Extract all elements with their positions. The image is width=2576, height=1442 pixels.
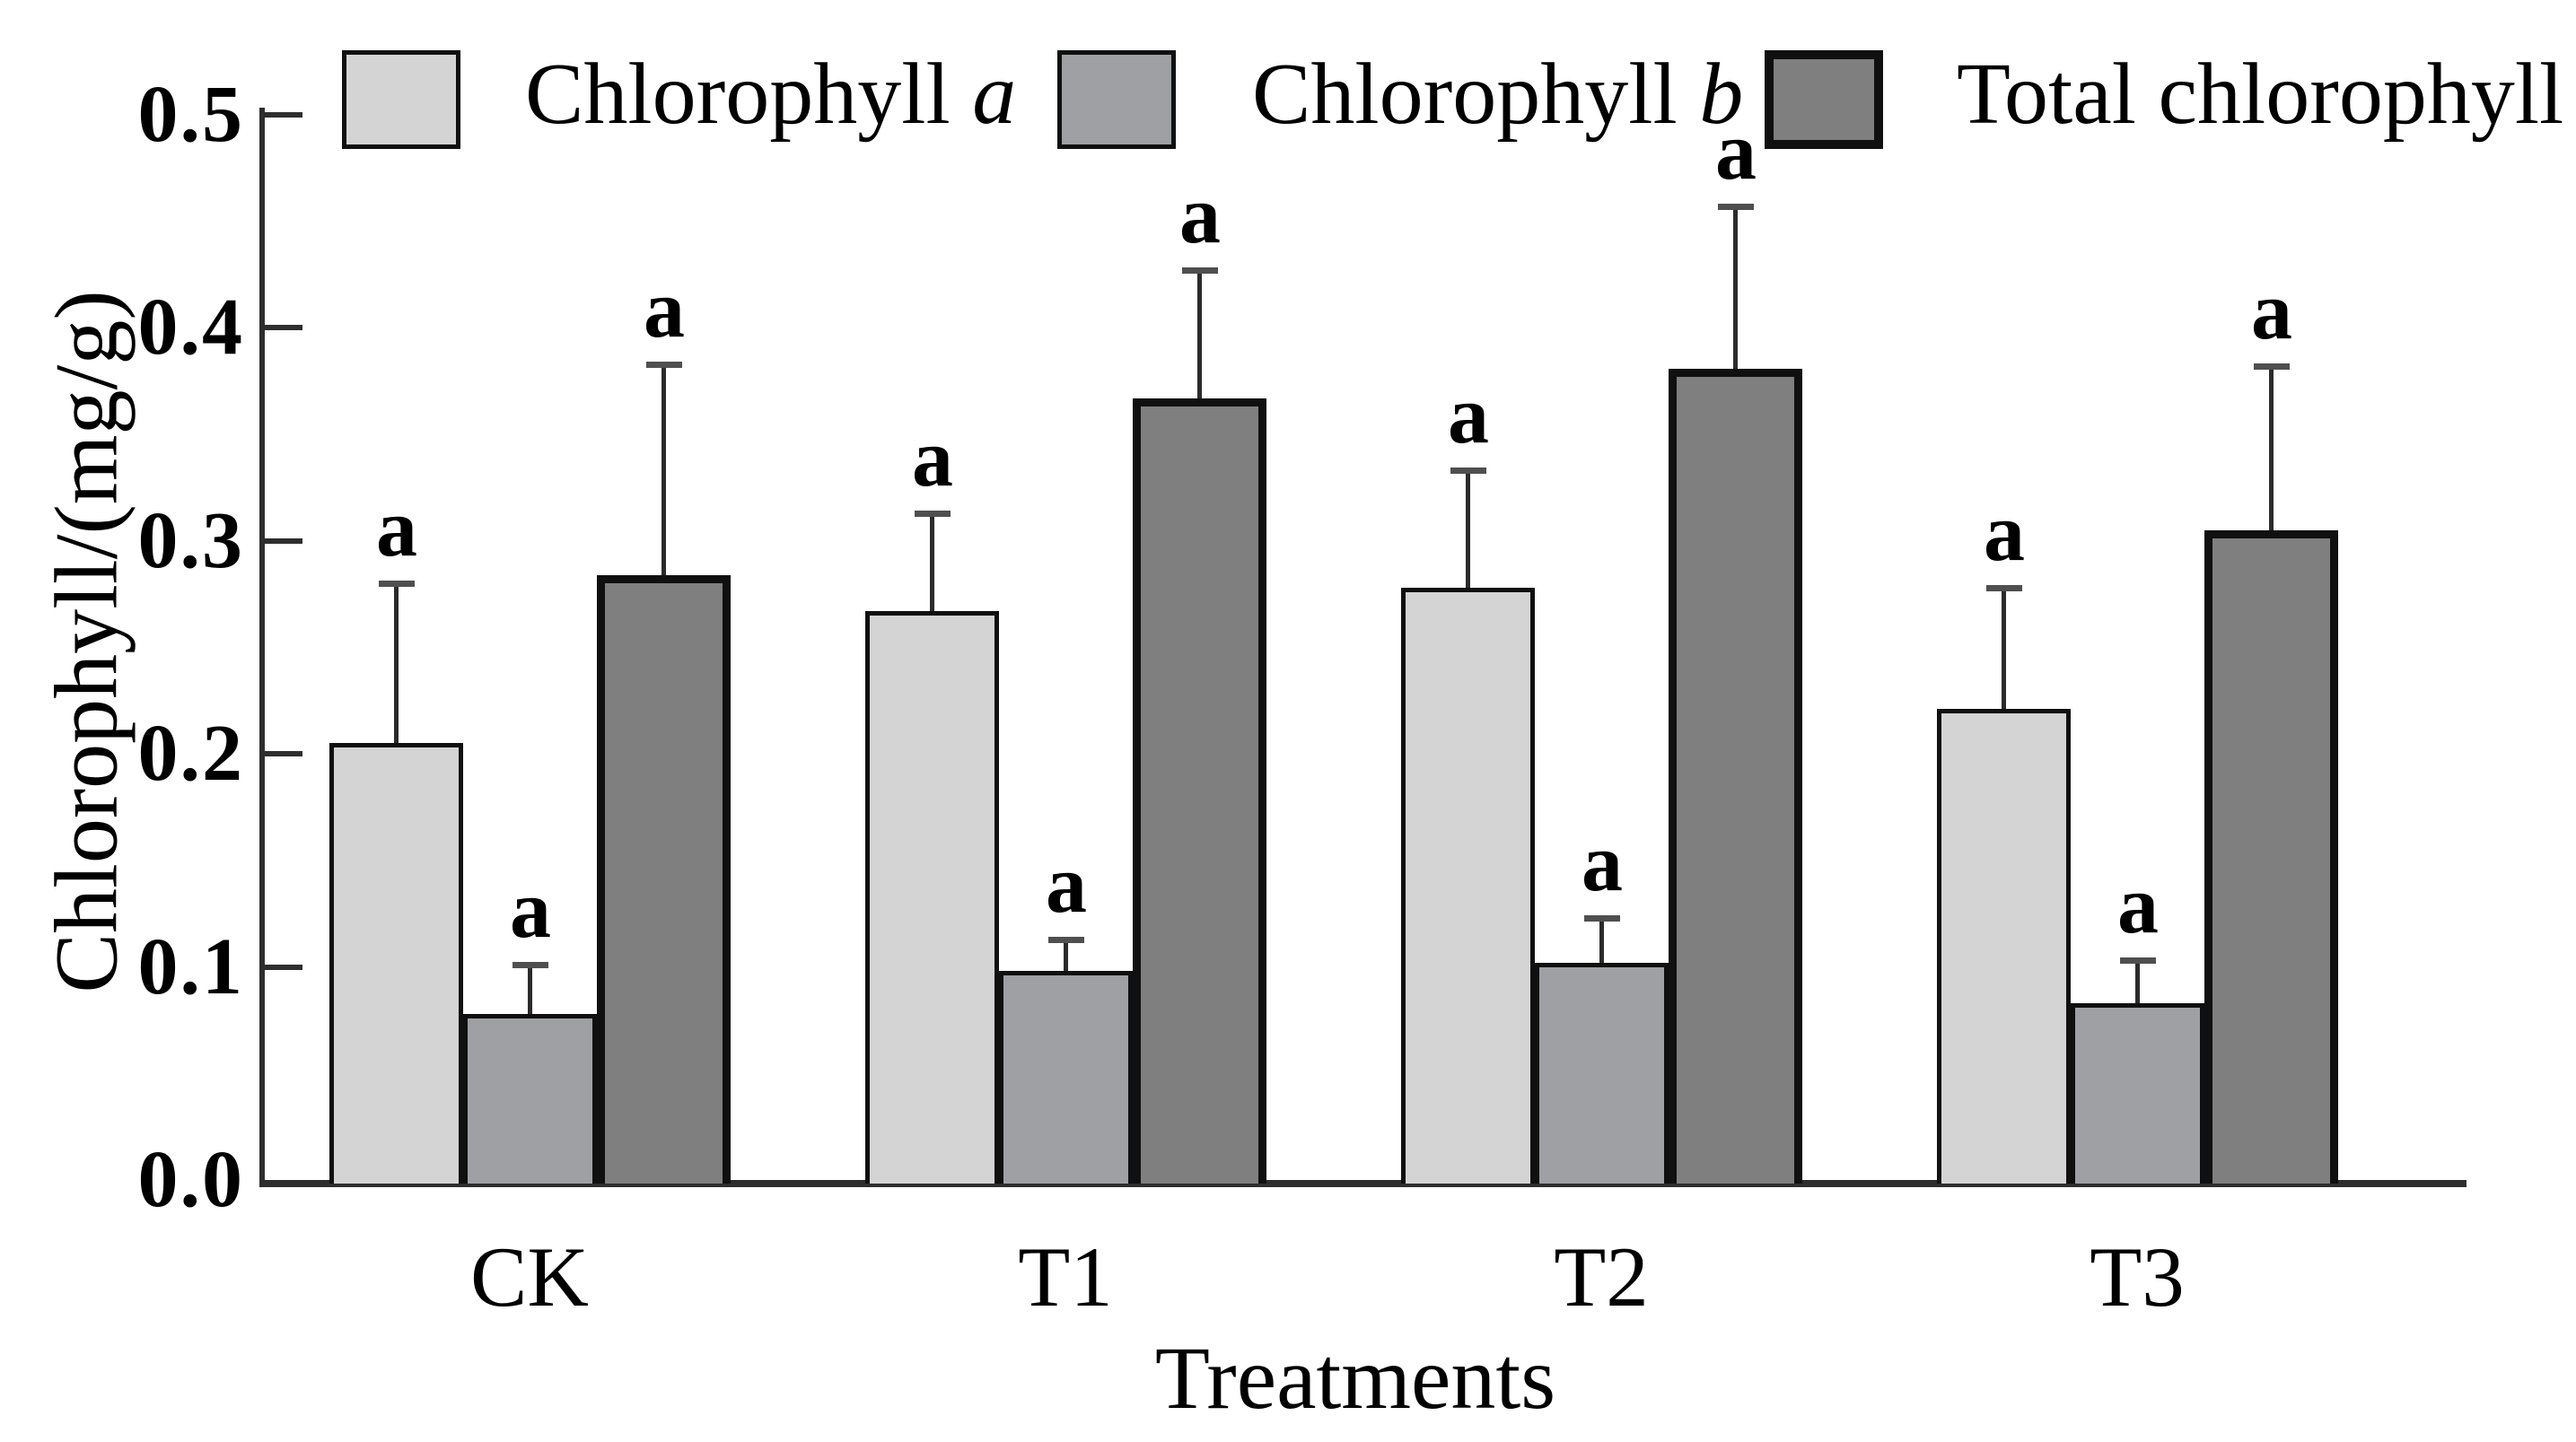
y-tick-mark	[265, 112, 302, 118]
error-bar-cap	[1986, 585, 2022, 591]
error-bar-cap	[646, 362, 682, 368]
y-tick-label: 0.5	[137, 70, 244, 159]
error-bar-cap	[2120, 957, 2156, 964]
error-bar-stem	[2269, 366, 2274, 530]
significance-letter: a	[510, 863, 551, 955]
y-axis-title: Chlorophyll/(mg/g)	[36, 290, 136, 993]
error-bar-cap	[1450, 468, 1486, 474]
significance-letter: a	[1984, 486, 2025, 578]
bar-T1-series3	[1133, 398, 1266, 1184]
bar-CK-series2	[463, 1014, 597, 1184]
bar-T3-series2	[2071, 1003, 2204, 1184]
error-bar-cap	[1048, 937, 1084, 943]
significance-letter: a	[2117, 859, 2159, 950]
y-tick-label: 0.4	[137, 283, 244, 371]
x-category-label-T1: T1	[1018, 1229, 1113, 1324]
error-bar-stem	[528, 965, 532, 1014]
bar-CK-series3	[597, 575, 731, 1184]
x-category-label-T3: T3	[2090, 1229, 2185, 1324]
legend-label-italic-suffix: a	[972, 46, 1017, 143]
bar-T2-series3	[1669, 369, 1802, 1184]
bar-T3-series1	[1937, 709, 2071, 1184]
y-tick-label: 0.0	[137, 1135, 244, 1224]
legend-label-3: Total chlorophyll	[1957, 46, 2564, 143]
legend-swatch-2	[1057, 50, 1176, 149]
x-category-label-T2: T2	[1554, 1229, 1649, 1324]
error-bar-cap	[1718, 204, 1754, 210]
legend-label-1: Chlorophyll a	[525, 46, 1017, 143]
error-bar-cap	[513, 962, 548, 968]
bar-T1-series2	[999, 971, 1133, 1184]
bar-T3-series3	[2204, 530, 2338, 1184]
legend-label-2: Chlorophyll b	[1252, 46, 1744, 143]
significance-letter: a	[1179, 169, 1221, 260]
y-tick-mark	[265, 538, 302, 544]
error-bar-stem	[1197, 270, 1202, 398]
legend-swatch-3	[1765, 50, 1883, 149]
significance-letter: a	[912, 412, 953, 503]
legend-swatch-1	[342, 50, 460, 149]
significance-letter: a	[1046, 838, 1087, 930]
bar-CK-series1	[329, 743, 463, 1184]
significance-letter: a	[1448, 369, 1489, 460]
y-tick-mark	[265, 325, 302, 330]
significance-letter: a	[1582, 817, 1623, 908]
error-bar-cap	[915, 511, 951, 517]
significance-letter: a	[2251, 265, 2292, 356]
error-bar-stem	[1064, 939, 1068, 971]
y-tick-label: 0.1	[137, 922, 244, 1011]
bar-T2-series2	[1535, 963, 1669, 1184]
y-tick-label: 0.3	[137, 496, 244, 585]
error-bar-stem	[930, 513, 934, 611]
y-tick-label: 0.2	[137, 709, 244, 798]
error-bar-stem	[1599, 918, 1604, 963]
bar-T2-series1	[1401, 588, 1535, 1184]
x-category-label-CK: CK	[470, 1229, 589, 1324]
significance-letter: a	[376, 482, 417, 573]
error-bar-stem	[1466, 470, 1470, 588]
legend-label-italic-suffix: b	[1699, 46, 1744, 143]
y-tick-mark	[265, 751, 302, 756]
significance-letter: a	[644, 263, 685, 354]
x-axis-title: Treatments	[1154, 1328, 1556, 1428]
error-bar-cap	[1584, 915, 1620, 922]
y-tick-mark	[265, 965, 302, 970]
error-bar-stem	[662, 364, 666, 575]
error-bar-stem	[2135, 960, 2140, 1003]
error-bar-stem	[2002, 588, 2006, 709]
error-bar-cap	[2254, 363, 2290, 370]
error-bar-stem	[394, 583, 399, 743]
error-bar-stem	[1733, 206, 1738, 369]
y-axis-line	[259, 108, 265, 1186]
significance-letter: a	[1715, 105, 1757, 197]
x-axis-line	[259, 1180, 2466, 1187]
error-bar-cap	[1182, 267, 1218, 274]
error-bar-cap	[379, 581, 415, 587]
bar-T1-series1	[865, 611, 999, 1184]
